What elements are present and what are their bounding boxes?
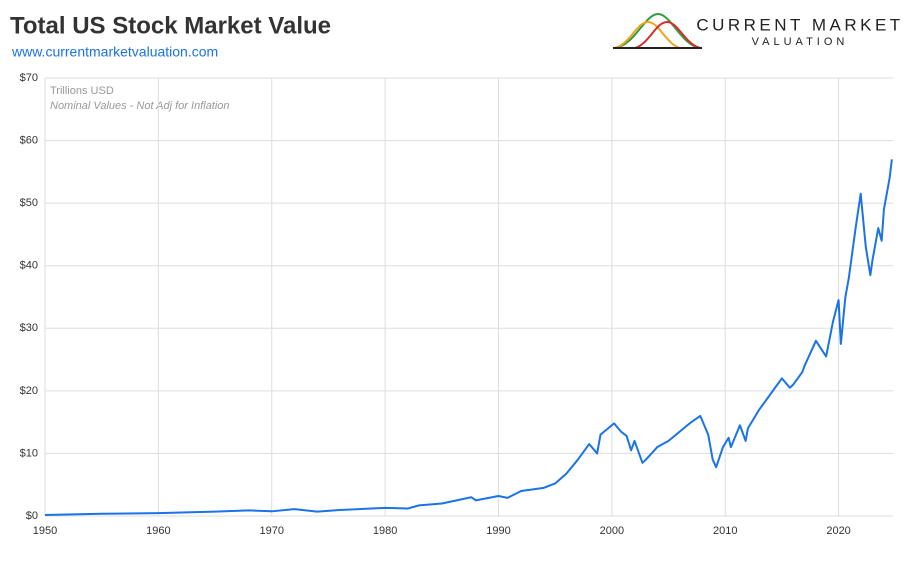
- chart-subtitle: www.currentmarketvaluation.com: [11, 44, 218, 60]
- y-tick-label: $60: [20, 134, 38, 146]
- y-tick-label: $40: [20, 260, 38, 272]
- data-line: [44, 159, 893, 517]
- x-tick-label: 2000: [600, 525, 624, 537]
- logo-curve: [614, 12, 701, 49]
- chart-title: Total US Stock Market Value: [10, 12, 331, 39]
- logo-curve: [634, 20, 701, 49]
- y-tick-label: $0: [26, 510, 38, 522]
- y-tick-label: $20: [20, 385, 38, 397]
- y-tick-label: $30: [20, 322, 38, 334]
- logo-text: VALUATION: [752, 36, 849, 48]
- y-tick-label: $50: [20, 197, 38, 209]
- x-tick-label: 2010: [713, 525, 737, 537]
- x-tick-label: 1980: [373, 525, 397, 537]
- x-tick-label: 1990: [486, 525, 510, 537]
- grid: [44, 77, 893, 517]
- x-tick-label: 1950: [33, 525, 57, 537]
- logo-text: CURRENT MARKET: [696, 15, 903, 34]
- x-tick-label: 2020: [826, 525, 850, 537]
- y-tick-label: $10: [20, 447, 38, 459]
- logo-curve: [614, 20, 681, 49]
- y-tick-label: $70: [20, 72, 38, 84]
- annotation: Nominal Values - Not Adj for Inflation: [50, 100, 230, 112]
- x-tick-label: 1960: [146, 525, 170, 537]
- annotation: Trillions USD: [50, 85, 114, 97]
- logo: CURRENT MARKET VALUATION: [613, 12, 903, 49]
- x-tick-label: 1970: [259, 525, 283, 537]
